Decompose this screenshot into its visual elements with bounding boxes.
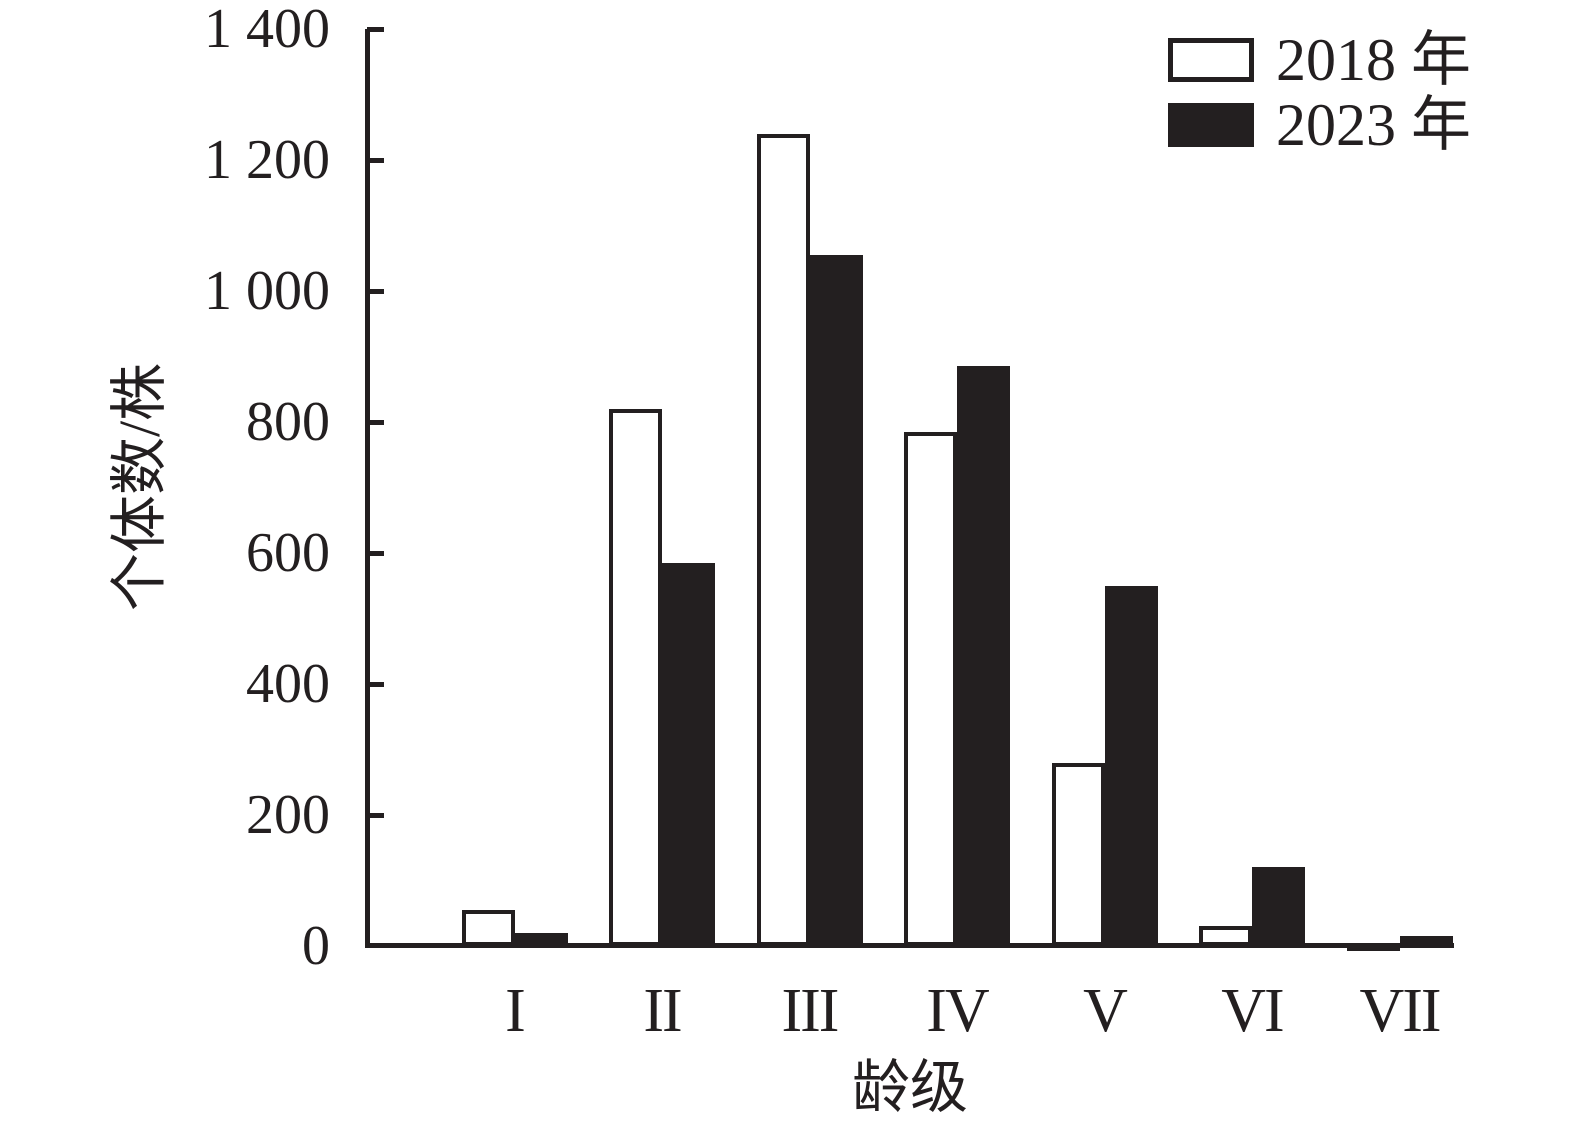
y-tick-mark xyxy=(367,812,384,818)
x-category-label-VI: VI xyxy=(1221,977,1284,1045)
y-tick-label: 1 000 xyxy=(204,260,330,322)
x-category-label-IV: IV xyxy=(926,977,989,1045)
y-tick-label: 1 200 xyxy=(204,129,330,191)
legend-label-2023: 2023 年 xyxy=(1276,92,1471,158)
legend-row-2018: 2018 年 xyxy=(1168,30,1471,90)
y-tick-label: 200 xyxy=(246,784,330,846)
y-tick-label: 0 xyxy=(302,915,330,977)
y-tick-mark xyxy=(367,157,384,163)
y-tick-mark xyxy=(367,419,384,425)
bar-VII-2023 xyxy=(1399,936,1453,946)
legend-swatch-2023 xyxy=(1168,103,1254,147)
legend-label-2018: 2018 年 xyxy=(1276,27,1471,93)
bar-VI-2023 xyxy=(1252,867,1305,946)
y-tick-label: 400 xyxy=(246,653,330,715)
bar-II-2023 xyxy=(662,562,715,946)
y-tick-label: 1 400 xyxy=(204,0,330,60)
bar-VII-2018 xyxy=(1346,942,1400,951)
x-axis-title: 龄级 xyxy=(851,1055,969,1120)
bar-II-2018 xyxy=(609,408,662,946)
y-tick-mark xyxy=(367,681,384,687)
x-category-label-VII: VII xyxy=(1359,977,1441,1045)
bar-IV-2018 xyxy=(904,431,957,946)
legend-swatch-2018 xyxy=(1168,38,1254,82)
legend-row-2023: 2023 年 xyxy=(1168,95,1471,155)
y-tick-mark xyxy=(367,26,384,32)
x-category-label-V: V xyxy=(1083,977,1128,1045)
y-tick-mark xyxy=(367,288,384,294)
bar-V-2018 xyxy=(1051,762,1105,946)
y-tick-label: 600 xyxy=(246,522,330,584)
x-category-label-I: I xyxy=(505,977,526,1045)
bar-I-2018 xyxy=(461,909,515,946)
y-axis-line xyxy=(365,29,370,948)
bar-III-2023 xyxy=(809,254,863,946)
bar-III-2018 xyxy=(756,133,810,946)
bar-I-2023 xyxy=(514,932,568,946)
x-category-label-II: II xyxy=(643,977,682,1045)
bar-IV-2023 xyxy=(957,366,1010,946)
y-tick-mark xyxy=(367,550,384,556)
bar-VI-2018 xyxy=(1199,926,1252,946)
bar-V-2023 xyxy=(1104,585,1158,946)
x-category-label-III: III xyxy=(781,977,840,1045)
y-tick-label: 800 xyxy=(246,391,330,453)
